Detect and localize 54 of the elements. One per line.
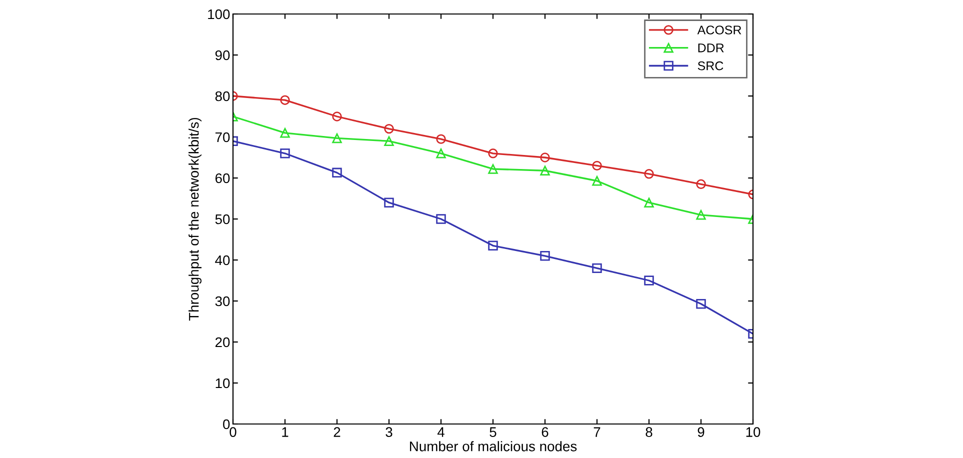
point [488,148,498,158]
x-tick-label: 7 [594,427,600,437]
point [540,166,550,176]
y-tick-label: 20 [215,337,230,348]
point [384,136,394,146]
point [540,152,550,162]
point [436,214,446,224]
point [592,160,602,171]
point [384,198,394,208]
point [280,148,290,158]
x-tick-label: 9 [698,427,704,437]
point [436,148,446,158]
y-tick-label: 40 [215,255,230,266]
legend-label: SRC [698,61,724,70]
point [488,164,498,174]
x-tick-label: 4 [437,427,444,437]
point [696,210,706,220]
point [332,112,342,122]
y-tick-label: 50 [215,214,230,224]
point [696,299,706,309]
y-tick-label: 30 [215,296,230,306]
x-tick-label: 1 [282,427,288,437]
x-tick-label: 0 [230,427,236,437]
legend-label: DDR [698,44,724,52]
y-tick-label: 100 [208,9,230,20]
x-axis-title: Number of malicious nodes [410,441,577,452]
x-tick-label: 3 [386,427,392,437]
x-tick-label: 5 [490,427,496,437]
y-tick-label: 60 [215,173,230,184]
point [280,95,290,105]
x-tick-label: 2 [334,427,340,437]
point [332,168,342,178]
x-tick-label: 10 [746,427,760,437]
point [332,133,342,144]
x-tick-label: 8 [646,427,652,437]
point [280,128,290,138]
y-tick-label: 70 [215,132,230,142]
point [644,169,654,179]
x-tick-label: 6 [542,427,548,437]
y-tick-label: 10 [216,378,230,388]
legend-label: ACOSR [697,26,742,34]
point [592,263,602,274]
y-axis-title: Throughput of the network(kbit/s) [188,118,202,321]
point [644,198,654,208]
point [436,134,446,144]
point [540,251,550,261]
point [592,176,602,186]
y-tick-label: 90 [215,50,230,60]
point [384,124,394,134]
point [644,276,654,286]
y-tick-label: 0 [223,419,230,430]
y-tick-label: 80 [215,91,230,102]
point [696,179,706,190]
point [488,240,498,251]
